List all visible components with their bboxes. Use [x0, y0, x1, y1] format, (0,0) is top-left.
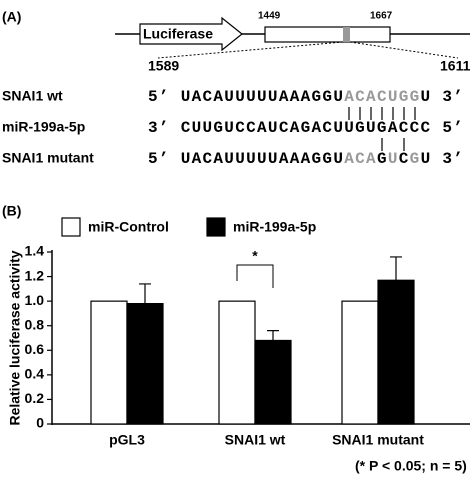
position-label: 1611 [440, 58, 471, 74]
position-label: 1449 [258, 11, 281, 22]
sequence-segment: 5’ UACAUUUUUAAAGGU [148, 150, 344, 168]
footnote: (* P < 0.05; n = 5) [355, 458, 467, 474]
y-tick-label: 1.4 [25, 243, 45, 259]
bar [254, 339, 292, 425]
pairing-lines [348, 107, 416, 151]
row-label: miR-199a-5p [2, 119, 85, 135]
error-bar [267, 330, 279, 341]
panel-label: (B) [2, 203, 21, 219]
luciferase-arrow [139, 16, 243, 52]
bar [90, 300, 128, 425]
legend-swatch [61, 217, 81, 237]
error-bar [139, 283, 151, 304]
row-label: SNAI1 mutant [2, 150, 94, 166]
legend-label: miR-Control [88, 219, 169, 235]
bar [377, 279, 415, 425]
legend-label: miR-199a-5p [233, 219, 316, 235]
sequence-segment: ACACUGG [344, 88, 420, 106]
bar [126, 303, 164, 425]
sequence-segment: G [377, 150, 388, 168]
sequence-segment: U [388, 150, 399, 168]
y-tick-label: 0.2 [25, 390, 45, 406]
sequence-segment: ACA [344, 150, 377, 168]
error-bar [390, 256, 402, 281]
x-tick-label: pGL3 [109, 432, 145, 448]
sequence-segment: C [399, 150, 410, 168]
sequence: 3’ CUUGUCCAUCAGACUUGUGACCC 5’ [148, 119, 464, 137]
bar [341, 300, 379, 425]
row-label: SNAI1 wt [2, 88, 63, 104]
position-label: 1667 [370, 11, 393, 22]
y-tick-label: 0.6 [25, 341, 45, 357]
gene-label: Luciferase [143, 26, 213, 42]
sequence: 5’ UACAUUUUUAAAGGUACAGUCGU 3’ [148, 150, 464, 168]
binding-site [343, 27, 350, 42]
significance-bracket [236, 264, 274, 288]
sequence-segment: U 3’ [421, 88, 465, 106]
x-tick-label: SNAI1 mutant [332, 432, 424, 448]
panel-label: (A) [2, 9, 21, 25]
y-axis-title: Relative luciferase activity [7, 250, 23, 425]
zoom-line [157, 41, 344, 59]
sequence-segment: G [410, 150, 421, 168]
significance-mark: * [252, 248, 258, 264]
position-label: 1589 [148, 58, 179, 74]
zoom-line [349, 41, 459, 59]
y-tick-label: 1.2 [25, 267, 45, 283]
legend-swatch [206, 217, 226, 237]
sequence-segment: 5’ UACAUUUUUAAAGGU [148, 88, 344, 106]
y-tick-label: 0.4 [25, 366, 45, 382]
y-tick-label: 1.0 [25, 292, 45, 308]
sequence-segment: U 3’ [421, 150, 465, 168]
sequence: 5’ UACAUUUUUAAAGGUACACUGGU 3’ [148, 88, 464, 106]
sequence-segment: 3’ CUUGUCCAUCAGACUUGUGACCC 5’ [148, 119, 464, 137]
y-tick-label: 0.8 [25, 316, 45, 332]
utr-box [264, 26, 391, 43]
bar [218, 300, 256, 425]
y-tick-label: 0 [36, 415, 44, 431]
x-tick-label: SNAI1 wt [225, 432, 286, 448]
